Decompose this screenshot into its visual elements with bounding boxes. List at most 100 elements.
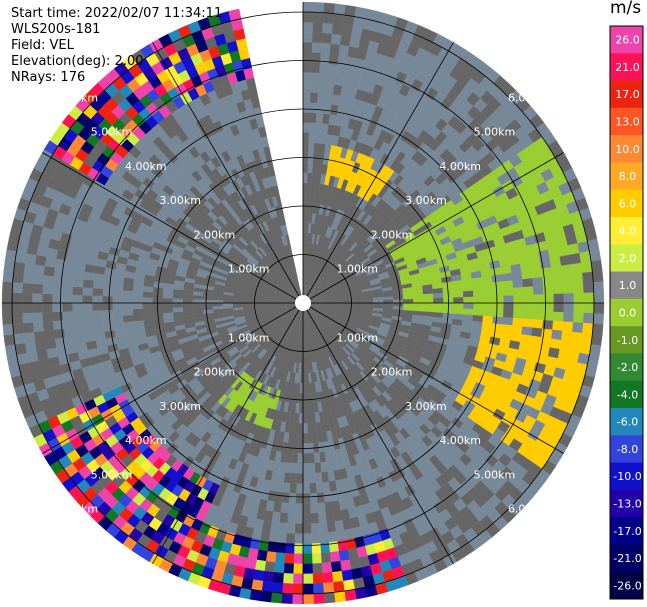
velocity-bin — [162, 292, 174, 299]
velocity-bin — [287, 513, 296, 524]
velocity-bin — [282, 583, 294, 594]
velocity-bin — [322, 481, 331, 493]
velocity-bin — [132, 290, 144, 298]
velocity-bin — [316, 102, 325, 114]
velocity-bin — [315, 482, 324, 494]
velocity-bin — [306, 402, 312, 414]
velocity-bin — [22, 282, 33, 294]
velocity-bin — [21, 292, 33, 304]
velocity-bin — [82, 294, 93, 304]
velocity-bin — [32, 283, 43, 294]
velocity-bin — [302, 393, 307, 404]
velocity-bin — [306, 412, 312, 424]
velocity-bin — [327, 531, 338, 543]
velocity-bin — [492, 281, 504, 290]
velocity-bin — [310, 72, 320, 83]
velocity-bin — [302, 21, 314, 33]
velocity-bin — [553, 302, 565, 313]
velocity-bin — [433, 297, 444, 304]
velocity-bin — [310, 92, 319, 103]
velocity-bin — [142, 313, 154, 321]
velocity-bin — [268, 531, 279, 543]
velocity-bin — [342, 14, 355, 27]
velocity-bin — [113, 322, 125, 331]
velocity-bin — [277, 532, 287, 544]
velocity-bin — [510, 263, 522, 274]
velocity-bin — [308, 142, 315, 154]
velocity-bin — [392, 295, 404, 300]
velocity-bin — [24, 341, 37, 354]
velocity-bin — [483, 296, 494, 304]
velocity-bin — [330, 33, 342, 45]
velocity-bin — [307, 432, 314, 444]
velocity-bin — [83, 271, 95, 281]
velocity-bin — [298, 413, 304, 424]
velocity-bin — [533, 311, 544, 321]
velocity-bin — [271, 511, 281, 523]
velocity-bin — [142, 308, 154, 315]
velocity-bin — [533, 302, 544, 312]
velocity-bin — [92, 317, 104, 326]
velocity-bin — [393, 302, 404, 307]
velocity-bin — [32, 273, 44, 285]
velocity-bin — [261, 580, 274, 593]
velocity-bin — [307, 172, 313, 184]
velocity-bin — [84, 332, 96, 343]
velocity-bin — [212, 302, 223, 307]
velocity-bin — [192, 298, 203, 304]
velocity-bin — [423, 298, 434, 304]
velocity-bin — [172, 293, 184, 299]
velocity-bin — [483, 302, 494, 310]
velocity-bin — [569, 252, 582, 265]
velocity-bin — [573, 282, 584, 294]
velocity-bin — [302, 593, 314, 605]
velocity-bin — [491, 274, 503, 283]
velocity-bin — [462, 284, 474, 292]
velocity-bin — [270, 592, 283, 604]
velocity-bin — [34, 254, 47, 267]
velocity-bin — [43, 329, 55, 341]
velocity-bin — [92, 287, 103, 296]
velocity-bin — [192, 306, 204, 312]
velocity-bin — [329, 551, 341, 563]
velocity-bin — [122, 315, 134, 323]
velocity-bin — [512, 279, 524, 289]
velocity-bin — [561, 264, 573, 276]
velocity-bin — [21, 302, 33, 314]
velocity-bin — [222, 302, 233, 307]
velocity-bin — [531, 327, 543, 338]
velocity-bin — [312, 432, 319, 444]
velocity-bin — [33, 330, 45, 342]
velocity-bin — [549, 256, 562, 268]
velocity-bin — [309, 102, 318, 114]
velocity-bin — [162, 302, 173, 309]
velocity-bin — [302, 112, 310, 123]
velocity-bin — [42, 320, 54, 332]
velocity-bin — [319, 62, 329, 74]
velocity-bin — [493, 302, 504, 311]
velocity-bin — [252, 569, 265, 582]
velocity-bin — [529, 260, 542, 271]
velocity-bin — [260, 590, 273, 603]
velocity-bin — [23, 331, 36, 344]
velocity-bin — [31, 293, 43, 304]
velocity-bin — [471, 277, 483, 285]
velocity-bin — [2, 313, 13, 325]
velocity-bin — [112, 309, 124, 317]
velocity-bin — [302, 523, 312, 534]
velocity-bin — [1, 302, 13, 314]
velocity-bin — [41, 293, 53, 304]
velocity-bin — [302, 172, 308, 183]
velocity-bin — [552, 274, 564, 286]
velocity-bin — [296, 463, 304, 474]
velocity-bin — [413, 298, 424, 304]
velocity-bin — [383, 302, 394, 307]
velocity-bin — [373, 299, 384, 304]
velocity-bin — [573, 302, 585, 314]
velocity-bin — [492, 309, 504, 318]
velocity-bin — [324, 501, 334, 513]
velocity-bin — [22, 272, 34, 284]
velocity-bin — [302, 122, 310, 133]
velocity-bin — [322, 22, 334, 34]
